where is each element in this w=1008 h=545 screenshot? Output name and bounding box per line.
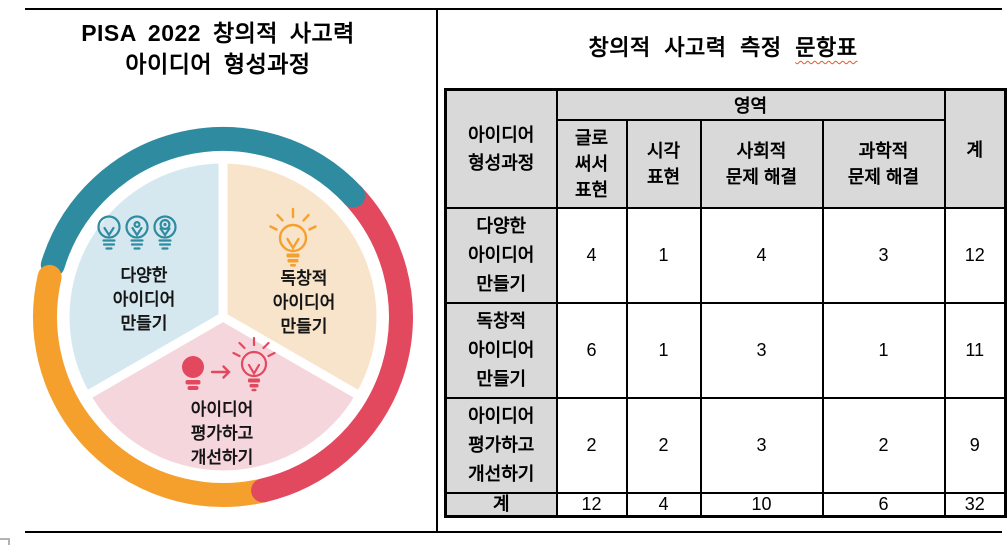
corner-header-line: 형성과정	[468, 152, 535, 173]
table-row: 다양한 아이디어 만들기 4 1 4 3 12	[444, 206, 1007, 304]
domain-header-line: 글로	[574, 127, 609, 148]
total-value-cell: 4	[625, 491, 702, 517]
row-label-evaluate: 아이디어 평가하고 개선하기	[444, 396, 558, 494]
sector-label-line: 아이디어	[113, 290, 176, 309]
table-title: 창의적 사고력 측정 문항표	[438, 30, 1008, 62]
bottom-rule	[25, 531, 1002, 533]
left-panel-title: PISA 2022 창의적 사고력 아이디어 형성과정	[0, 18, 436, 80]
idea-formation-panel: PISA 2022 창의적 사고력 아이디어 형성과정	[0, 10, 436, 533]
domain-header-scientific: 과학적 문제 해결	[821, 118, 946, 209]
value-cell: 1	[625, 206, 702, 304]
corner-header-line: 아이디어	[468, 124, 535, 145]
value-cell: 3	[699, 396, 824, 494]
row-label-line: 독창적	[476, 310, 527, 331]
row-total-cell: 12	[943, 206, 1007, 304]
sector-label-line: 만들기	[121, 314, 168, 333]
total-value-cell: 12	[555, 491, 628, 517]
total-row-label: 계	[444, 491, 558, 517]
domain-header-line: 사회적	[736, 140, 787, 161]
value-cell: 1	[625, 301, 702, 399]
row-label-line: 만들기	[476, 368, 527, 389]
sector-labels: 다양한 아이디어 만들기 독창적 아이디어 만들기 아이디어 평가하고 개선하기	[113, 266, 336, 467]
domain-header-line: 문제 해결	[847, 166, 920, 187]
diagram-ring	[33, 127, 413, 507]
row-label-line: 평가하고	[468, 434, 535, 455]
left-title-line1: PISA 2022 창의적 사고력	[81, 20, 355, 46]
row-label-original: 독창적 아이디어 만들기	[444, 301, 558, 399]
grand-total-cell: 32	[943, 491, 1007, 517]
measurement-table: 아이디어 형성과정 영역 계 글로 써서 표현 시각 표현	[444, 88, 1007, 518]
row-total-cell: 9	[943, 396, 1007, 494]
domain-header-line: 표현	[574, 179, 609, 200]
bulb-target-dot	[163, 222, 167, 227]
measurement-table-panel: 창의적 사고력 측정 문항표 아이디어 형성과정 영역 계	[438, 8, 1008, 533]
improved-bulb-icon	[232, 336, 276, 392]
row-total-cell: 11	[943, 301, 1007, 399]
sector-label-line: 만들기	[281, 317, 328, 336]
table-title-underlined: 문항표	[795, 35, 858, 60]
row-label-line: 만들기	[476, 273, 527, 294]
sector-label-line: 아이디어	[273, 293, 336, 312]
domain-header-social: 사회적 문제 해결	[699, 118, 824, 209]
ring-arc-red	[251, 183, 413, 503]
idea-formation-diagram: 다양한 아이디어 만들기 독창적 아이디어 만들기 아이디어 평가하고 개선하기	[33, 127, 413, 507]
row-label-line: 개선하기	[468, 463, 535, 484]
top-rule	[25, 8, 1002, 10]
row-label-line: 아이디어	[468, 244, 535, 265]
domain-header-line: 표현	[646, 166, 681, 187]
shining-bulb-icon	[269, 207, 317, 267]
value-cell: 3	[699, 301, 824, 399]
sector-label-line: 아이디어	[191, 400, 254, 419]
sector-evaluate-improve	[81, 312, 365, 480]
value-cell: 2	[555, 396, 628, 494]
table-row: 독창적 아이디어 만들기 6 1 3 1 11	[444, 301, 1007, 399]
domain-header-line: 과학적	[858, 140, 909, 161]
value-cell: 1	[821, 301, 946, 399]
ring-teal-cap	[341, 183, 366, 208]
value-cell: 6	[555, 301, 628, 399]
panel-divider	[436, 8, 438, 533]
group-header-cell: 영역	[555, 88, 946, 121]
table-row: 아이디어 평가하고 개선하기 2 2 3 2 9	[444, 396, 1007, 494]
domain-header-visual: 시각 표현	[625, 118, 702, 209]
sector-label-line: 개선하기	[191, 448, 254, 467]
ring-arc-orange	[33, 264, 276, 507]
multiple-bulbs-icon	[97, 215, 177, 250]
arrow-right-icon	[210, 365, 231, 379]
bulb-improvement-icon	[182, 336, 276, 392]
value-cell: 3	[821, 206, 946, 304]
row-label-line: 아이디어	[468, 339, 535, 360]
left-title-line2: 아이디어 형성과정	[125, 51, 311, 77]
domain-header-line: 써서	[574, 153, 609, 174]
table-title-main: 창의적 사고력 측정	[588, 35, 782, 60]
total-value-cell: 10	[699, 491, 824, 517]
sector-label-line: 평가하고	[191, 424, 254, 443]
value-cell: 4	[699, 206, 824, 304]
value-cell: 4	[555, 206, 628, 304]
domain-header-written: 글로 써서 표현	[555, 118, 628, 209]
total-row: 계 12 4 10 6 32	[444, 491, 1007, 517]
table-corner-header: 아이디어 형성과정	[444, 88, 558, 209]
value-cell: 2	[821, 396, 946, 494]
row-label-line: 다양한	[476, 215, 527, 236]
domain-header-line: 문제 해결	[725, 166, 798, 187]
cut-off-element	[0, 538, 10, 545]
ring-arc-teal	[40, 127, 366, 277]
total-value-cell: 6	[821, 491, 946, 517]
total-header-cell: 계	[943, 88, 1007, 209]
row-label-line: 아이디어	[468, 405, 535, 426]
domain-header-line: 시각	[646, 140, 681, 161]
sector-label-line: 다양한	[121, 266, 168, 285]
value-cell: 2	[625, 396, 702, 494]
filled-bulb-icon	[182, 356, 204, 390]
row-label-diverse: 다양한 아이디어 만들기	[444, 206, 558, 304]
sector-label-line: 독창적	[281, 269, 328, 288]
